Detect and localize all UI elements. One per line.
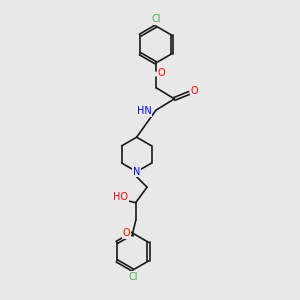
Text: Cl: Cl [151, 14, 161, 24]
Text: N: N [133, 167, 140, 177]
Text: HO: HO [113, 192, 128, 202]
Text: O: O [191, 86, 198, 96]
Text: Cl: Cl [128, 272, 137, 282]
Text: HN: HN [137, 106, 152, 116]
Text: O: O [158, 68, 165, 78]
Text: O: O [122, 228, 130, 238]
